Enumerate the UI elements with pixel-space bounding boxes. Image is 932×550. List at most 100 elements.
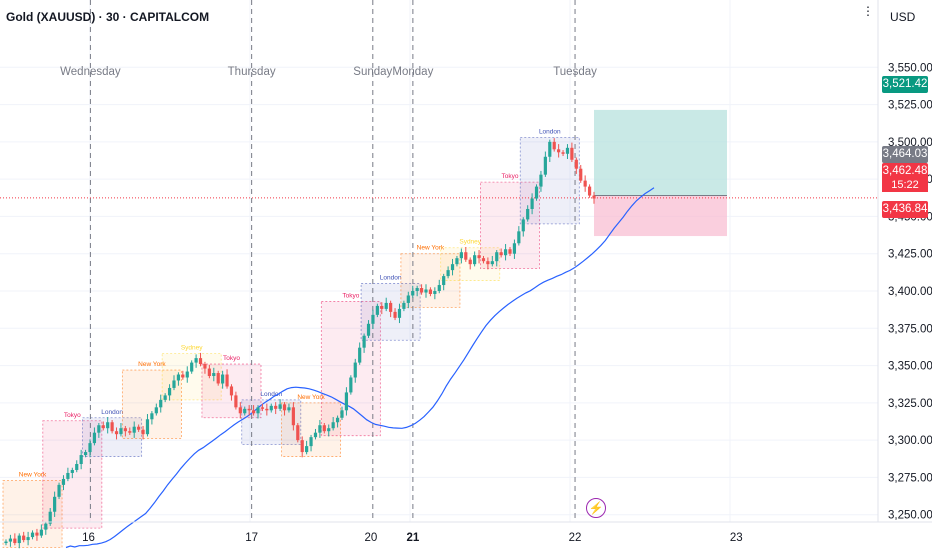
- candle-body: [194, 358, 198, 363]
- candle-body: [543, 156, 547, 175]
- candle-body: [247, 408, 251, 411]
- candle-body: [305, 446, 309, 453]
- stop-zone: [594, 195, 727, 237]
- price-tick-label: 3,375.00: [888, 323, 932, 335]
- candle-body: [61, 478, 66, 485]
- candle-body: [114, 431, 119, 435]
- target-price-tag: 3,521.42: [882, 76, 928, 93]
- candle-body: [411, 291, 415, 296]
- candle-body: [181, 374, 185, 378]
- position-tool: [0, 109, 878, 237]
- candle-body: [265, 408, 269, 411]
- day-label: Wednesday: [60, 66, 121, 78]
- candle-body: [269, 405, 273, 411]
- candle-body: [455, 258, 459, 265]
- candle-body: [503, 249, 508, 256]
- candle-body: [66, 472, 70, 479]
- candle-body: [26, 537, 30, 541]
- candle-body: [287, 407, 291, 411]
- session-label: New York: [138, 361, 166, 368]
- candle-body: [486, 261, 490, 265]
- session-box: [121, 369, 182, 440]
- candle-body: [167, 387, 172, 396]
- candle-body: [446, 270, 450, 277]
- candle-body: [473, 255, 477, 265]
- candle-body: [322, 425, 326, 432]
- candle-body: [539, 174, 543, 187]
- lightning-icon[interactable]: ⚡: [586, 498, 606, 518]
- currency-label[interactable]: USD: [890, 10, 916, 24]
- time-tick-label: 20: [365, 532, 378, 544]
- candle-body: [380, 305, 384, 309]
- candle-body: [561, 152, 565, 154]
- candle-body: [331, 422, 335, 429]
- time-tick-label: 16: [82, 532, 95, 544]
- ellipsis-vertical-icon[interactable]: ⋮: [862, 4, 874, 18]
- candle-body: [145, 419, 150, 435]
- candle-body: [172, 380, 176, 388]
- candle-body: [375, 305, 379, 315]
- candle-body: [433, 291, 437, 294]
- price-tick-label: 3,525.00: [888, 100, 932, 112]
- candle-body: [526, 208, 530, 220]
- candle-body: [203, 364, 207, 369]
- price-tick-label: 3,550.00: [888, 62, 932, 74]
- stop-price-tag: 3,436.84: [882, 201, 928, 218]
- session-label: Tokyo: [64, 412, 81, 419]
- session-label: Tokyo: [223, 355, 240, 362]
- candle-body: [309, 437, 313, 447]
- candle-body: [592, 195, 596, 199]
- price-tick-label: 3,400.00: [888, 286, 932, 298]
- candle-body: [402, 302, 406, 309]
- candle-body: [243, 408, 247, 414]
- candle-body: [17, 535, 21, 544]
- time-tick-label: 23: [730, 532, 743, 544]
- candle-body: [335, 417, 340, 423]
- candle-body: [300, 440, 304, 453]
- candle-body: [176, 374, 181, 381]
- candle-body: [278, 404, 282, 409]
- candle-body: [163, 395, 167, 400]
- candle-body: [221, 374, 225, 384]
- moving-average: [65, 187, 655, 549]
- day-separators: [89, 0, 576, 522]
- candle-body: [393, 311, 397, 318]
- candle-body: [389, 302, 393, 312]
- candle-body: [579, 168, 583, 181]
- candle-body: [225, 374, 229, 387]
- session-boxes: New York Tokyo London New York Sydney Tokyo Lo…: [2, 128, 580, 548]
- candle-body: [110, 422, 114, 432]
- candle-body: [150, 413, 154, 420]
- session-label: London: [380, 275, 402, 282]
- candle-body: [477, 255, 481, 259]
- candle-body: [419, 288, 424, 293]
- candle-body: [185, 371, 189, 378]
- candle-body: [512, 243, 517, 254]
- candle-body: [530, 198, 534, 209]
- price-tick-label: 3,250.00: [888, 510, 932, 522]
- candle-body: [39, 529, 43, 536]
- candle-body: [251, 410, 256, 414]
- candle-body: [159, 399, 163, 408]
- candle-body: [548, 141, 552, 157]
- candle-body: [296, 425, 300, 441]
- candle-body: [583, 180, 587, 187]
- candle-body: [353, 362, 357, 378]
- moving-average-line: [65, 187, 655, 549]
- chart-title: Gold (XAUUSD) · 30 · CAPITALCOM: [6, 10, 209, 24]
- candle-body: [44, 523, 48, 530]
- candle-body: [137, 426, 141, 430]
- candle-body: [106, 422, 110, 429]
- candle-body: [35, 532, 39, 536]
- candle-body: [313, 432, 318, 438]
- candle-body: [256, 407, 260, 414]
- session-label: London: [539, 128, 561, 135]
- day-label: Sunday: [353, 66, 392, 78]
- price-tick-label: 3,350.00: [888, 361, 932, 373]
- candle-body: [88, 443, 92, 453]
- last-price-tag: 3,464.03: [882, 146, 928, 163]
- candle-body: [552, 141, 556, 150]
- candle-body: [565, 147, 570, 154]
- candle-body: [48, 511, 52, 524]
